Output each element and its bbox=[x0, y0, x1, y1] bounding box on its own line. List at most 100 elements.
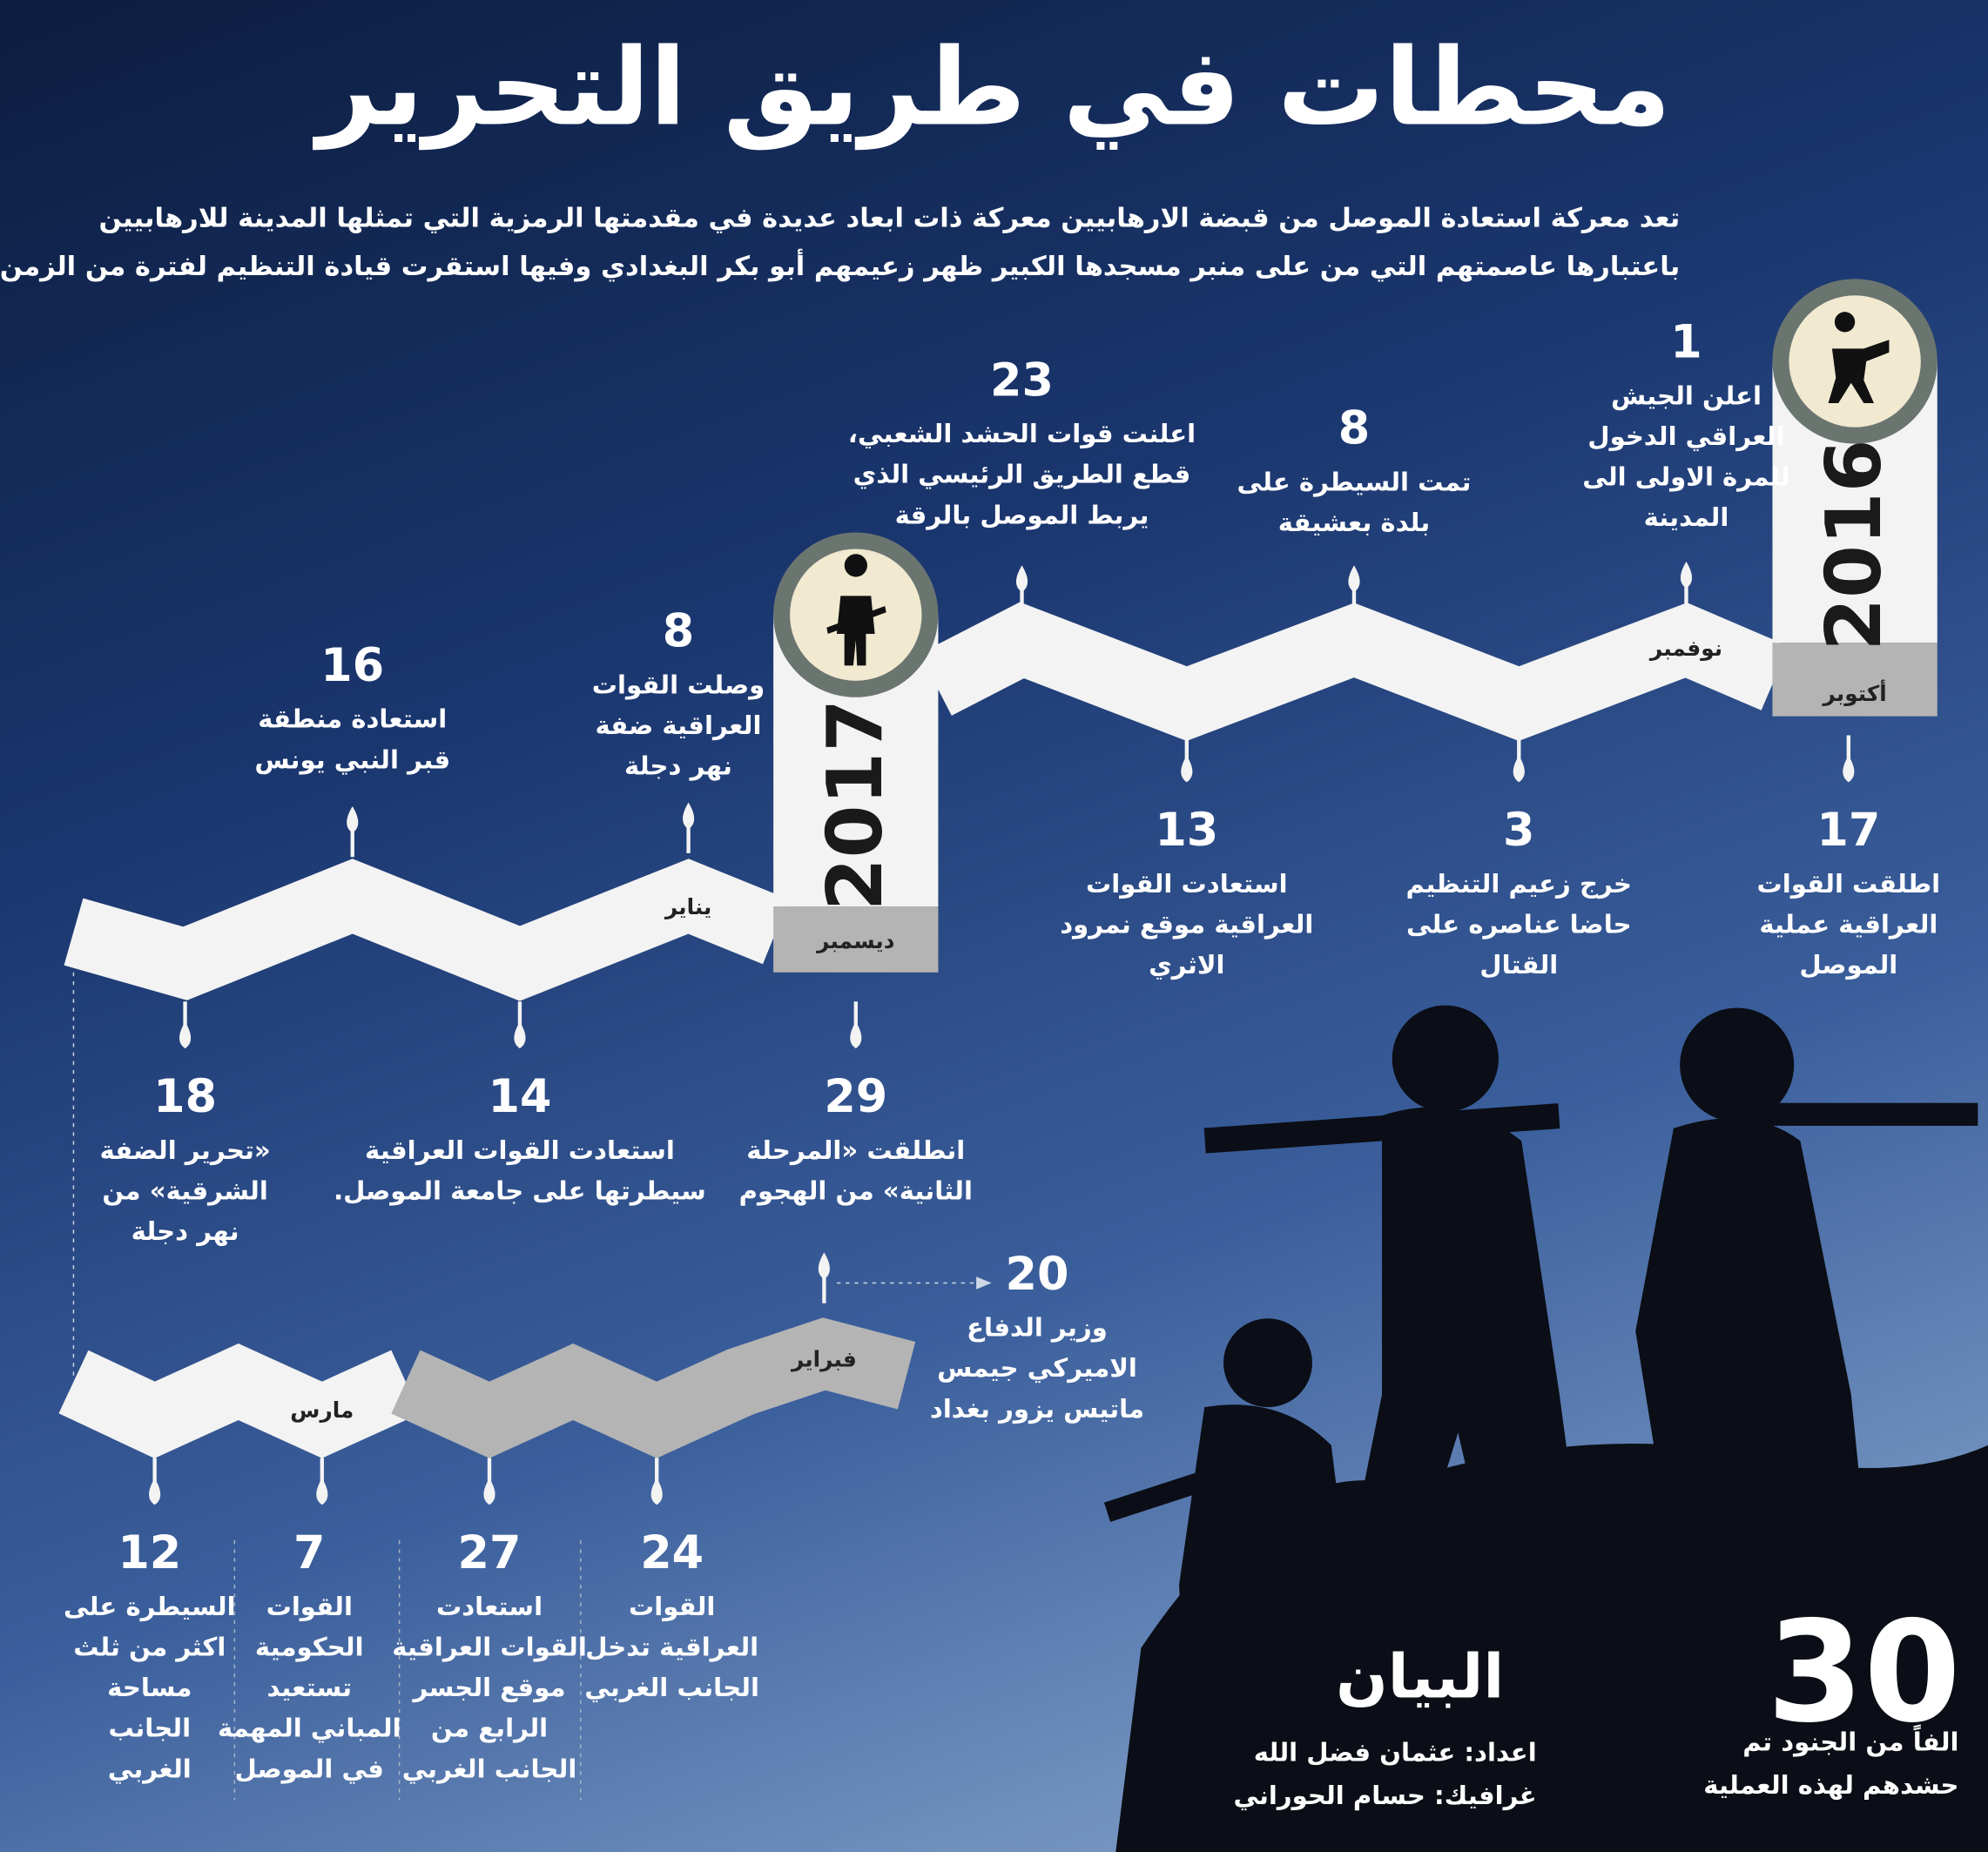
event-text: للمرة الاولى الى bbox=[1582, 461, 1790, 492]
soldier-body bbox=[1344, 1107, 1585, 1598]
credit: اعداد: عثمان فضل الله bbox=[1253, 1736, 1537, 1768]
event-text: اعلنت قوات الحشد الشعبي، bbox=[847, 418, 1196, 449]
month-label: ديسمبر bbox=[817, 929, 895, 955]
soldier-icon bbox=[1828, 312, 1890, 404]
month-label: مارس bbox=[290, 1397, 354, 1424]
pin-bulb bbox=[650, 1478, 663, 1505]
soldier-rifle bbox=[1749, 1102, 1978, 1126]
stat-number: 30 bbox=[1766, 1591, 1961, 1754]
month-label: أكتوبر bbox=[1823, 682, 1887, 708]
event-text: الرابع من bbox=[430, 1713, 549, 1743]
event-text: الجانب bbox=[108, 1713, 192, 1743]
band-row-3 bbox=[58, 1344, 421, 1458]
event-text: الثانية» من الهجوم bbox=[738, 1175, 973, 1206]
event-day: 13 bbox=[1155, 805, 1219, 858]
arrow-head bbox=[976, 1276, 992, 1290]
event-text: السيطرة على bbox=[64, 1591, 236, 1622]
event-day: 24 bbox=[640, 1527, 704, 1580]
event-text: في الموصل bbox=[234, 1753, 385, 1784]
event-text: استعادة منطقة bbox=[258, 704, 448, 735]
event-day: 12 bbox=[118, 1527, 182, 1580]
event-text: الجانب الغربي bbox=[584, 1672, 759, 1703]
event-day: 14 bbox=[488, 1071, 552, 1124]
event-text: الغربي bbox=[107, 1753, 192, 1784]
event-text: تستعيد bbox=[266, 1672, 353, 1703]
event-day: 8 bbox=[662, 605, 695, 658]
soldier-body bbox=[1179, 1404, 1357, 1852]
pin-bulb bbox=[1513, 755, 1525, 783]
band-row-2 bbox=[64, 859, 790, 1001]
event-text: انطلقت «المرحلة bbox=[746, 1135, 966, 1166]
event-day: 29 bbox=[824, 1071, 888, 1124]
pin-bulb bbox=[1181, 755, 1193, 783]
pin-bulb bbox=[850, 1021, 862, 1049]
month-label: يناير bbox=[664, 894, 712, 921]
event-text: القوات bbox=[266, 1591, 353, 1622]
event-text: استعادت القوات العراقية bbox=[365, 1135, 675, 1166]
timeline-band bbox=[58, 602, 1789, 1458]
event-text: المدينة bbox=[1643, 502, 1729, 533]
pin-bulb bbox=[1843, 755, 1855, 783]
band-row-3-grey bbox=[391, 1317, 916, 1458]
event-text: الاميركي جيمس bbox=[937, 1352, 1137, 1384]
pin-bulb bbox=[514, 1021, 526, 1049]
event-text: اكثر من ثلث bbox=[73, 1631, 226, 1662]
year-label: 2016 bbox=[1810, 439, 1900, 651]
month-box bbox=[1772, 643, 1937, 717]
logo: البيان bbox=[1336, 1641, 1505, 1714]
event-text: الموصل bbox=[1799, 949, 1898, 980]
pin-bulb bbox=[149, 1478, 161, 1505]
month-label: نوفمبر bbox=[1649, 636, 1723, 663]
event-text: نهر دجلة bbox=[131, 1216, 239, 1247]
soldier-head bbox=[1223, 1318, 1312, 1408]
event-day: 1 bbox=[1670, 317, 1702, 369]
year-pill-2017 bbox=[773, 532, 939, 973]
event-text: العراقي الدخول bbox=[1587, 421, 1785, 452]
silhouettes bbox=[1103, 1005, 1988, 1852]
event-text: القوات bbox=[628, 1591, 716, 1622]
event-day: 27 bbox=[457, 1527, 522, 1580]
event-text: حاضا عناصره على bbox=[1405, 908, 1632, 939]
event-text: قطع الطريق الرئيسي الذي bbox=[852, 459, 1191, 490]
soldier-rifle bbox=[1203, 1103, 1560, 1154]
event-text: اطلقت القوات bbox=[1756, 868, 1941, 899]
event-text: تمت السيطرة على bbox=[1237, 466, 1472, 497]
pin-bulb bbox=[483, 1478, 495, 1505]
soldier-head bbox=[1680, 1007, 1795, 1122]
event-text: العراقية عملية bbox=[1759, 908, 1938, 939]
soldier-body bbox=[1635, 1118, 1877, 1648]
event-text: «تحرير الضفة bbox=[99, 1135, 271, 1166]
title: محطات في طريق التحرير bbox=[317, 25, 1671, 150]
intro-line: تعد معركة استعادة الموصل من قبضة الارهاب… bbox=[98, 202, 1681, 233]
event-text: استعادت القوات bbox=[1086, 868, 1288, 899]
separators bbox=[233, 1540, 582, 1801]
event-day: 17 bbox=[1816, 805, 1881, 858]
event-text: موقع الجسر bbox=[413, 1672, 566, 1703]
intro-line: باعتبارها عاصمتهم التي من على منبر مسجده… bbox=[0, 251, 1681, 282]
credit: غرافيك: حسام الحوراني bbox=[1233, 1780, 1537, 1811]
soldier-head bbox=[1392, 1005, 1499, 1112]
event-text: مساحة bbox=[107, 1672, 192, 1703]
event-day: 23 bbox=[990, 354, 1055, 407]
month-label: فبراير bbox=[791, 1347, 857, 1373]
soldier-icon bbox=[826, 554, 886, 666]
pin-bulb bbox=[316, 1478, 328, 1505]
pin-bulb bbox=[818, 1252, 830, 1280]
event-text: العراقية تدخل bbox=[585, 1631, 759, 1662]
pin-bulb bbox=[347, 806, 359, 833]
event-day: 18 bbox=[153, 1071, 218, 1124]
stat-text: الفاً من الجنود تم bbox=[1742, 1727, 1959, 1758]
band-row-1 bbox=[920, 602, 1789, 741]
event-text: نهر دجلة bbox=[624, 750, 732, 781]
month-box bbox=[773, 906, 939, 973]
event-text: وصلت القوات bbox=[591, 669, 765, 700]
event-day: 8 bbox=[1338, 403, 1371, 455]
soldier-rifle bbox=[1103, 1436, 1316, 1522]
event-text: استعادت bbox=[435, 1591, 543, 1622]
event-text: القوات العراقية bbox=[392, 1631, 587, 1662]
pin-bulb bbox=[1348, 565, 1360, 592]
event-text: ماتيس يزور بغداد bbox=[929, 1393, 1145, 1424]
